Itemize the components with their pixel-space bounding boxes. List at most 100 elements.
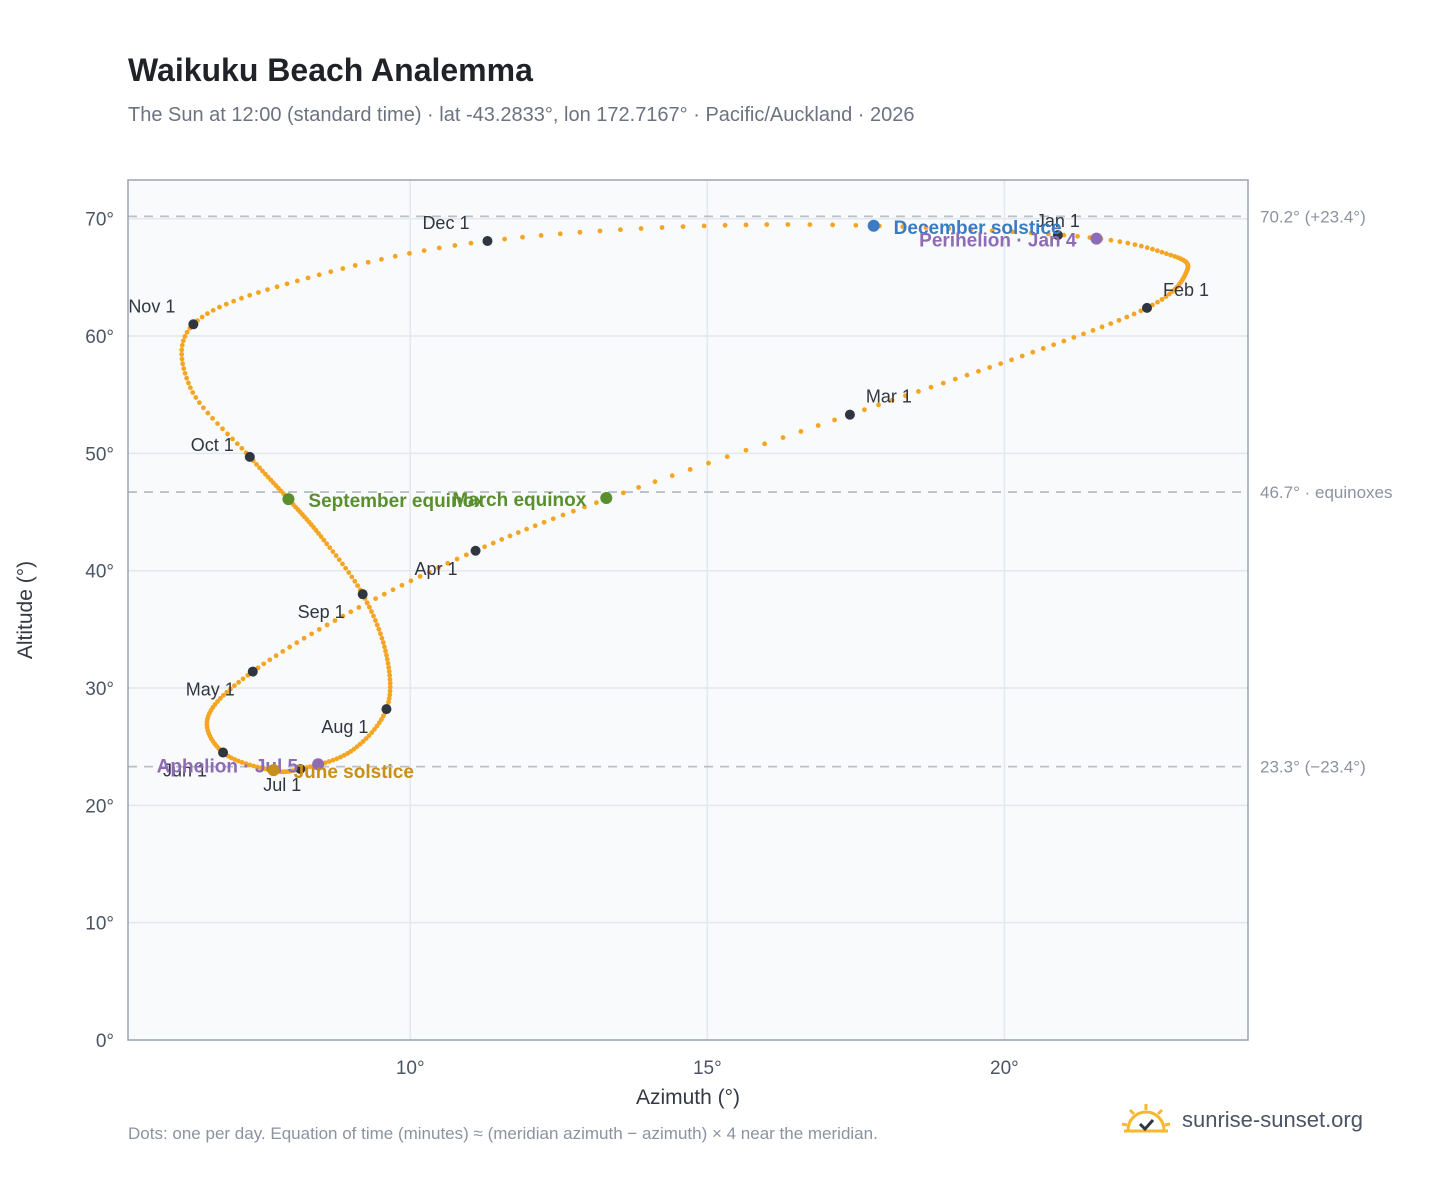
sun-logo-icon: [1121, 1104, 1171, 1133]
daily-dot: [454, 556, 460, 562]
daily-dot: [785, 222, 791, 227]
daily-dot: [680, 224, 686, 230]
reference-lines: 70.2° (+23.4°) 46.7° · equinoxes 23.3° (−2…: [128, 207, 1393, 777]
daily-dot: [382, 644, 387, 650]
daily-dot: [538, 233, 544, 238]
daily-dot: [363, 736, 369, 741]
event-marker-label: June solstice: [294, 762, 414, 783]
daily-dot: [221, 692, 226, 698]
daily-dot: [1144, 245, 1150, 251]
daily-dot: [743, 222, 749, 228]
daily-dot: [205, 410, 211, 416]
daily-dot: [520, 234, 525, 240]
daily-dot: [369, 730, 375, 735]
y-tick-label: 10°: [85, 914, 114, 935]
daily-dot: [445, 560, 451, 566]
daily-dot: [333, 553, 339, 558]
axis-ticks: 10° 15° 20° 0° 10° 20° 30° 40° 50° 60° 70°: [85, 210, 1018, 1079]
daily-dot: [594, 500, 599, 506]
chart-subtitle: The Sun at 12:00 (standard time) · lat -…: [128, 104, 915, 126]
daily-dot: [378, 631, 383, 637]
daily-dot: [1155, 299, 1160, 305]
daily-dot: [468, 240, 474, 246]
month-marker-dot: [1052, 230, 1063, 241]
daily-dot: [340, 561, 345, 567]
daily-dot: [669, 473, 675, 479]
daily-dot: [231, 298, 237, 304]
daily-dot: [366, 733, 372, 739]
daily-dot: [652, 479, 658, 485]
daily-dot: [328, 269, 334, 275]
daily-dot: [499, 537, 505, 542]
daily-dot: [1138, 243, 1144, 249]
daily-dot: [532, 523, 538, 529]
daily-dot: [998, 361, 1004, 366]
event-marker-dot: [282, 493, 295, 506]
daily-dot: [1154, 248, 1160, 254]
daily-dot: [452, 243, 458, 248]
month-marker-dot: [244, 451, 255, 462]
daily-dot: [387, 688, 393, 694]
y-tick-label: 70°: [85, 210, 114, 231]
daily-dot: [201, 405, 206, 411]
event-marker-dot: [867, 219, 880, 232]
y-tick-label: 30°: [85, 679, 114, 700]
month-marker-dot: [295, 763, 306, 774]
daily-dot: [524, 526, 530, 532]
daily-dot: [371, 613, 376, 619]
daily-dot: [762, 441, 768, 447]
daily-dot: [305, 275, 311, 281]
daily-dot: [247, 292, 253, 298]
daily-dot: [830, 222, 836, 228]
daily-dot: [307, 764, 313, 770]
daily-dot: [940, 380, 946, 386]
daily-dot: [407, 250, 412, 256]
month-marker-dot: [188, 319, 199, 330]
daily-dot: [1108, 237, 1114, 243]
daily-dot: [232, 683, 237, 689]
daily-dot: [541, 519, 547, 525]
daily-dot: [265, 287, 270, 293]
daily-dot: [379, 256, 384, 262]
daily-dot: [1081, 331, 1086, 337]
daily-dot: [385, 660, 391, 666]
daily-dot: [184, 375, 190, 381]
daily-dot: [352, 578, 358, 584]
daily-dot: [1009, 357, 1014, 363]
daily-dot: [355, 583, 361, 588]
y-axis-label: Altitude (°): [14, 561, 37, 659]
plot-area: [128, 180, 1248, 1040]
daily-dot: [324, 541, 330, 547]
daily-dot: [381, 591, 387, 597]
daily-dot: [239, 295, 244, 301]
daily-dot: [582, 504, 587, 510]
daily-dot: [256, 290, 261, 295]
daily-dot: [284, 281, 290, 287]
daily-dot: [638, 226, 644, 231]
event-marker-dot: [1090, 232, 1103, 245]
daily-dot: [220, 426, 225, 432]
event-marker-dot: [312, 758, 325, 771]
daily-dot: [399, 582, 405, 588]
daily-dot: [386, 699, 391, 705]
daily-dot: [832, 417, 837, 423]
daily-dot: [210, 415, 215, 421]
month-marker-label: Jun 1: [163, 761, 207, 781]
daily-dot: [408, 578, 414, 584]
daily-dot: [210, 307, 216, 313]
daily-dot: [392, 253, 398, 259]
daily-dot: [964, 372, 970, 378]
daily-dot: [186, 380, 191, 386]
daily-dot: [182, 334, 188, 339]
daily-dot: [294, 278, 300, 284]
daily-dot: [380, 640, 386, 645]
daily-dot: [223, 301, 229, 307]
month-marker-label: Dec 1: [422, 213, 469, 233]
daily-dot: [1099, 324, 1105, 330]
daily-dot: [1061, 338, 1067, 344]
daily-dot: [952, 376, 958, 382]
daily-dot: [240, 676, 246, 682]
daily-dot: [316, 272, 322, 278]
